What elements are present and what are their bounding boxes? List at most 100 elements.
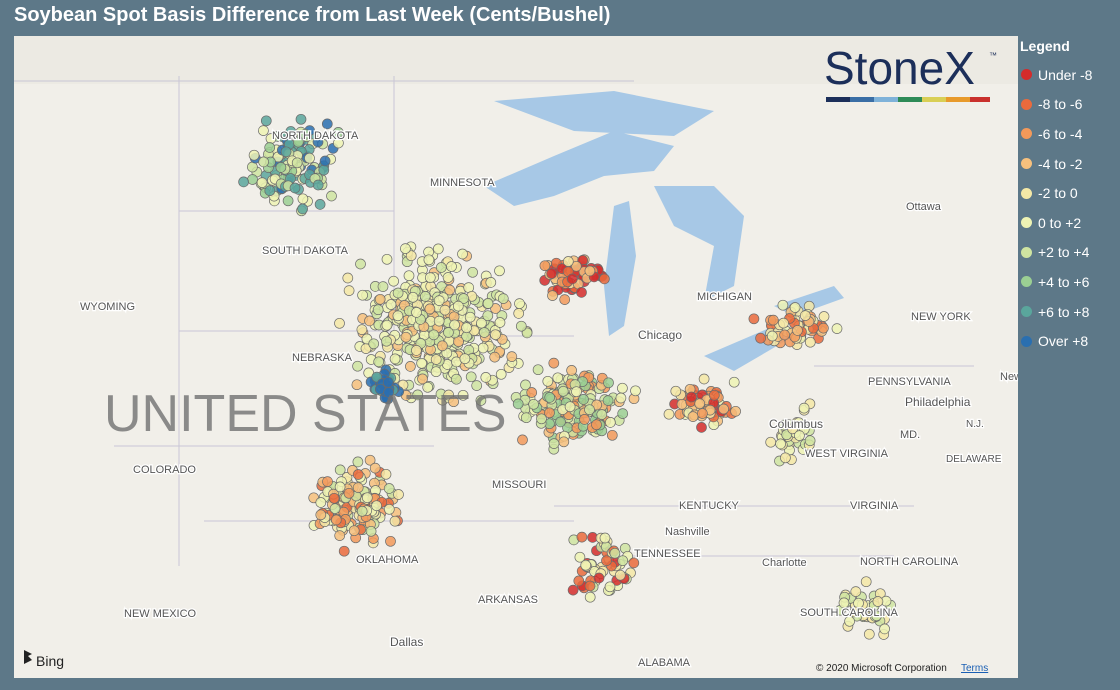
location-dot [482,310,494,322]
location-dot [334,530,346,541]
location-dot [411,345,422,356]
location-dot [748,313,760,325]
location-dot [755,332,766,344]
location-dot [260,115,272,127]
location-dot [407,291,419,303]
location-dot [383,503,395,515]
location-dot [580,559,592,571]
location-dot [520,379,531,391]
legend-swatch [1021,335,1032,347]
location-dot [348,525,360,537]
logo: StoneX [824,42,975,94]
location-dot [515,320,527,332]
location-dot [609,547,621,559]
location-dot [247,174,258,185]
legend-item: -6 to -4 [1018,119,1120,149]
location-dot [377,281,389,292]
location-dot [526,387,538,398]
legend-item: Over +8 [1018,326,1120,356]
location-dot [285,126,297,137]
location-dot [322,476,333,487]
legend-label: Over +8 [1038,333,1089,350]
map-label: WEST VIRGINIA [805,448,889,460]
location-dot [548,438,560,449]
location-dot [393,489,404,500]
location-dot [457,248,468,260]
map-label: NEBRASKA [292,352,353,364]
location-dot [256,177,268,188]
location-dot [559,294,571,305]
location-dot [617,382,628,394]
location-dot [617,408,629,419]
location-dot [289,182,301,194]
location-dot [457,389,469,401]
map-label: COLORADO [133,464,196,476]
location-dot [818,311,830,322]
location-dot [765,436,777,448]
map-label: Dallas [390,635,423,649]
location-dot [579,414,590,425]
location-dot [863,628,875,640]
location-dot [480,372,492,383]
location-dot [405,250,417,262]
location-dot [319,155,331,167]
location-dot [606,429,618,441]
legend-item: -4 to -2 [1018,149,1120,179]
map-label: MD. [900,429,920,441]
location-dot [343,285,355,296]
location-dot [372,304,384,316]
location-dot [264,142,276,153]
location-dot [392,287,404,299]
location-dot [412,389,424,401]
location-dot [603,377,614,389]
legend: Legend Under -8 -8 to -6 -6 to -4 -4 to -2 -… [1018,36,1120,356]
legend-label: Under -8 [1038,66,1093,83]
map-label: OKLAHOMA [356,554,419,566]
location-dot [248,149,260,161]
location-dot [777,299,789,311]
location-dot [542,375,554,387]
legend-swatch [1021,69,1032,81]
location-dot [330,514,342,526]
location-dot [775,438,786,450]
map-label: Columbus [769,417,823,431]
legend-label: 0 to +2 [1038,214,1082,231]
location-dot [419,291,431,302]
map: NORTH DAKOTA MINNESOTA SOUTH DAKOTA WYOMING… [14,36,1018,678]
legend-swatch [1021,187,1032,199]
location-dot [489,351,501,363]
location-dot [548,357,560,369]
location-dot [299,128,311,140]
location-dot [528,398,539,410]
location-dot [433,315,445,327]
location-dot [494,317,506,328]
legend-label: -2 to 0 [1038,185,1078,202]
map-label: Chicago [638,328,682,342]
location-dot [428,329,440,341]
location-dot [564,401,576,413]
dots [238,113,896,640]
canada [14,36,1018,84]
legend-swatch [1021,158,1032,170]
legend-swatch [1021,246,1032,258]
location-dot [364,454,376,466]
copyright: © 2020 Microsoft Corporation [816,663,947,674]
legend-swatch [1021,276,1032,288]
map-labels: NORTH DAKOTA MINNESOTA SOUTH DAKOTA WYOMING… [79,129,1018,671]
location-dot [879,623,890,635]
legend-item: +4 to +6 [1018,267,1120,297]
location-dot [593,572,605,584]
location-dot [497,293,509,304]
location-dot [355,258,366,270]
location-dot [844,615,855,627]
location-dot [368,338,380,350]
terms-link[interactable]: Terms [961,663,988,674]
map-label: NEW YORK [911,311,971,323]
legend-item: +2 to +4 [1018,238,1120,268]
location-dot [831,323,843,334]
map-label: N.J. [966,419,984,430]
location-dot [767,314,779,326]
location-dot [663,408,675,420]
location-dot [364,315,375,327]
location-dot [389,515,401,527]
